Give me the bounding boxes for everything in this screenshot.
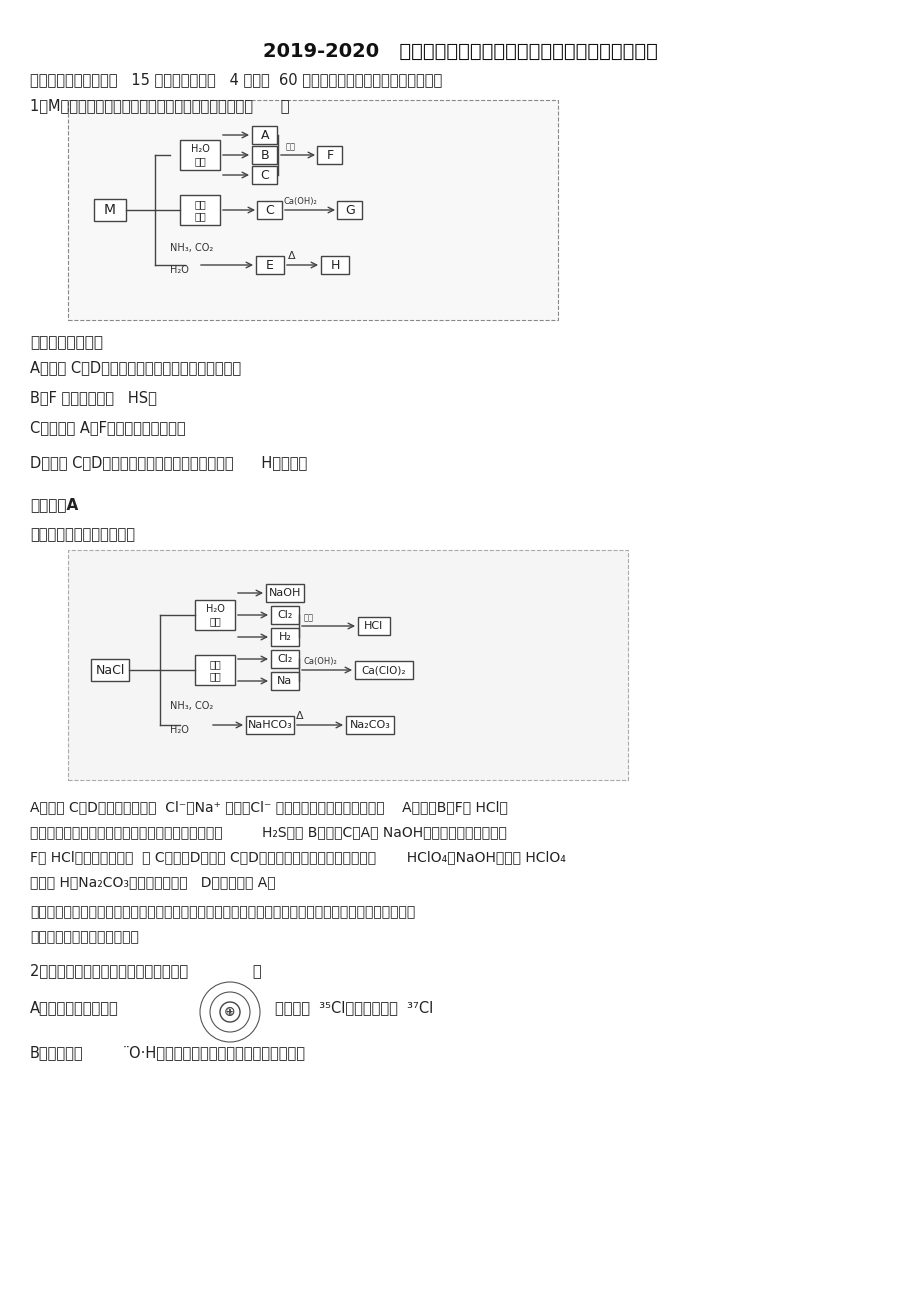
Bar (252, 146, 278, 164)
Bar (195, 655, 234, 685)
Bar (94, 199, 126, 222)
Bar (271, 650, 299, 668)
Text: A．元素 C、D形成的简单离子半径，前者大于后者: A．元素 C、D形成的简单离子半径，前者大于后者 (30, 360, 241, 375)
Text: Ca(OH)₂: Ca(OH)₂ (284, 197, 317, 206)
Bar (321, 255, 348, 274)
Bar (271, 628, 299, 646)
Text: Cl₂: Cl₂ (277, 654, 292, 665)
Text: 熔融
通电: 熔融 通电 (209, 659, 221, 680)
Bar (266, 584, 303, 602)
Text: C．化合物 A、F中化学键的类型相同: C．化合物 A、F中化学键的类型相同 (30, 420, 186, 435)
Text: C: C (266, 203, 274, 216)
Bar (317, 146, 342, 164)
Text: NH₃, CO₂: NH₃, CO₂ (170, 242, 213, 253)
Text: NaHCO₃: NaHCO₃ (247, 721, 292, 730)
Text: Cl₂: Cl₂ (277, 610, 292, 620)
Text: 【答案】A: 【答案】A (30, 496, 78, 512)
Text: B: B (260, 149, 269, 162)
Text: A、元素 C、D形成的简单离子  Cl⁻、Na⁺ 半径，Cl⁻ 多一个电子层，半径大些，故    A正确；B、F为 HCl，: A、元素 C、D形成的简单离子 Cl⁻、Na⁺ 半径，Cl⁻ 多一个电子层，半径… (30, 800, 507, 814)
Text: 氯原子半径小，与氢形成的共价键稳定，稳定性大于         H₂S，故 B错误；C、A为 NaOH，有离子键、共价键，: 氯原子半径小，与氢形成的共价键稳定，稳定性大于 H₂S，故 B错误；C、A为 N… (30, 825, 506, 839)
Text: F为 HCl，只有共价键，  故 C错误；D、元素 C、D的最高价氧化物的水化物分别是       HClO₄、NaOH，只有 HClO₄: F为 HCl，只有共价键， 故 C错误；D、元素 C、D的最高价氧化物的水化物分… (30, 850, 565, 864)
Text: A．原子结构示意图：: A．原子结构示意图： (30, 999, 119, 1015)
Text: 握，加强对知识记忆和理解。: 握，加强对知识记忆和理解。 (30, 930, 139, 943)
Bar (180, 195, 220, 225)
Bar (355, 661, 413, 679)
Text: NaOH: NaOH (268, 588, 301, 598)
Text: 点睛：考查物质间反应，涉及钠、氯的化合物等物质的化学性质。要求学生对常见物质化学性质的熟练掌: 点睛：考查物质间反应，涉及钠、氯的化合物等物质的化学性质。要求学生对常见物质化学… (30, 906, 414, 919)
Text: HCl: HCl (364, 622, 383, 631)
Text: B．F 的热稳定性比   HS弱: B．F 的热稳定性比 HS弱 (30, 390, 157, 405)
Text: 可以表示  ³⁵Cl，也可以表示  ³⁷Cl: 可以表示 ³⁵Cl，也可以表示 ³⁷Cl (275, 999, 433, 1015)
Bar (252, 165, 278, 184)
Text: Na₂CO₃: Na₂CO₃ (349, 721, 390, 730)
Text: Ca(ClO)₂: Ca(ClO)₂ (361, 665, 406, 675)
Text: 点燃: 点燃 (286, 142, 296, 151)
Text: F: F (326, 149, 334, 162)
Bar (357, 618, 390, 635)
Bar (252, 126, 278, 145)
Text: C: C (260, 168, 269, 181)
Bar (271, 606, 299, 624)
Text: H₂: H₂ (278, 632, 291, 642)
Text: 【解析】推论各物质如图：: 【解析】推论各物质如图： (30, 526, 135, 542)
Text: H₂O
通电: H₂O 通电 (190, 145, 210, 165)
Text: 2．下列对化学用语的理解中正确的是（              ）: 2．下列对化学用语的理解中正确的是（ ） (30, 963, 261, 979)
Text: B．电子式：: B．电子式： (30, 1045, 84, 1061)
Bar (245, 717, 294, 734)
Bar (180, 139, 220, 169)
Bar (255, 255, 284, 274)
Text: ①: ① (225, 1007, 234, 1018)
Text: NaCl: NaCl (96, 663, 125, 676)
Text: E: E (266, 258, 274, 271)
Text: G: G (345, 203, 355, 216)
Bar (68, 100, 558, 321)
Text: 一、单选题（本题包括   15 个小题，每小题   4 分，共  60 分．每小题只有一个选项符合题意）: 一、单选题（本题包括 15 个小题，每小题 4 分，共 60 分．每小题只有一个… (30, 72, 442, 87)
Text: 熔融
通电: 熔融 通电 (194, 199, 206, 220)
Text: H₂O: H₂O (170, 724, 188, 735)
Bar (346, 717, 393, 734)
Text: 可以和 H（Na₂CO₃）发生反应，故   D错误。故选 A。: 可以和 H（Na₂CO₃）发生反应，故 D错误。故选 A。 (30, 876, 276, 889)
Text: M: M (104, 203, 116, 218)
Bar (271, 672, 299, 691)
Text: H: H (330, 258, 339, 271)
Text: A: A (260, 129, 269, 142)
Text: H₂O
通电: H₂O 通电 (205, 605, 224, 625)
Text: H₂O: H₂O (170, 265, 188, 275)
Bar (337, 201, 362, 219)
Text: Na: Na (277, 676, 292, 685)
Text: D．元素 C、D的最高价氧化物的水化物均可以和      H发生反应: D．元素 C、D的最高价氧化物的水化物均可以和 H发生反应 (30, 455, 307, 470)
Bar (91, 659, 129, 681)
Text: Ca(OH)₂: Ca(OH)₂ (303, 657, 337, 666)
Text: ̈O·H可以表示羟基，也可以表示氢氧根离子: ̈O·H可以表示羟基，也可以表示氢氧根离子 (130, 1045, 306, 1061)
Text: 2019-2020   学年北京市北京二中教育集团新高考化学模拟试卷: 2019-2020 学年北京市北京二中教育集团新高考化学模拟试卷 (262, 42, 657, 61)
Text: ⊕: ⊕ (224, 1005, 235, 1019)
Text: 1．M是一种化工原料，可以制备一系列物质（见下图）      。: 1．M是一种化工原料，可以制备一系列物质（见下图） 。 (30, 98, 289, 113)
Circle shape (220, 1002, 240, 1022)
Text: 点燃: 点燃 (303, 612, 313, 622)
Text: NH₃, CO₂: NH₃, CO₂ (170, 701, 213, 711)
Bar (68, 550, 628, 780)
Bar (257, 201, 282, 219)
Text: Δ: Δ (296, 711, 303, 721)
Text: 下列说法正确的是: 下列说法正确的是 (30, 335, 103, 351)
Text: Δ: Δ (288, 251, 295, 261)
Bar (195, 599, 234, 629)
